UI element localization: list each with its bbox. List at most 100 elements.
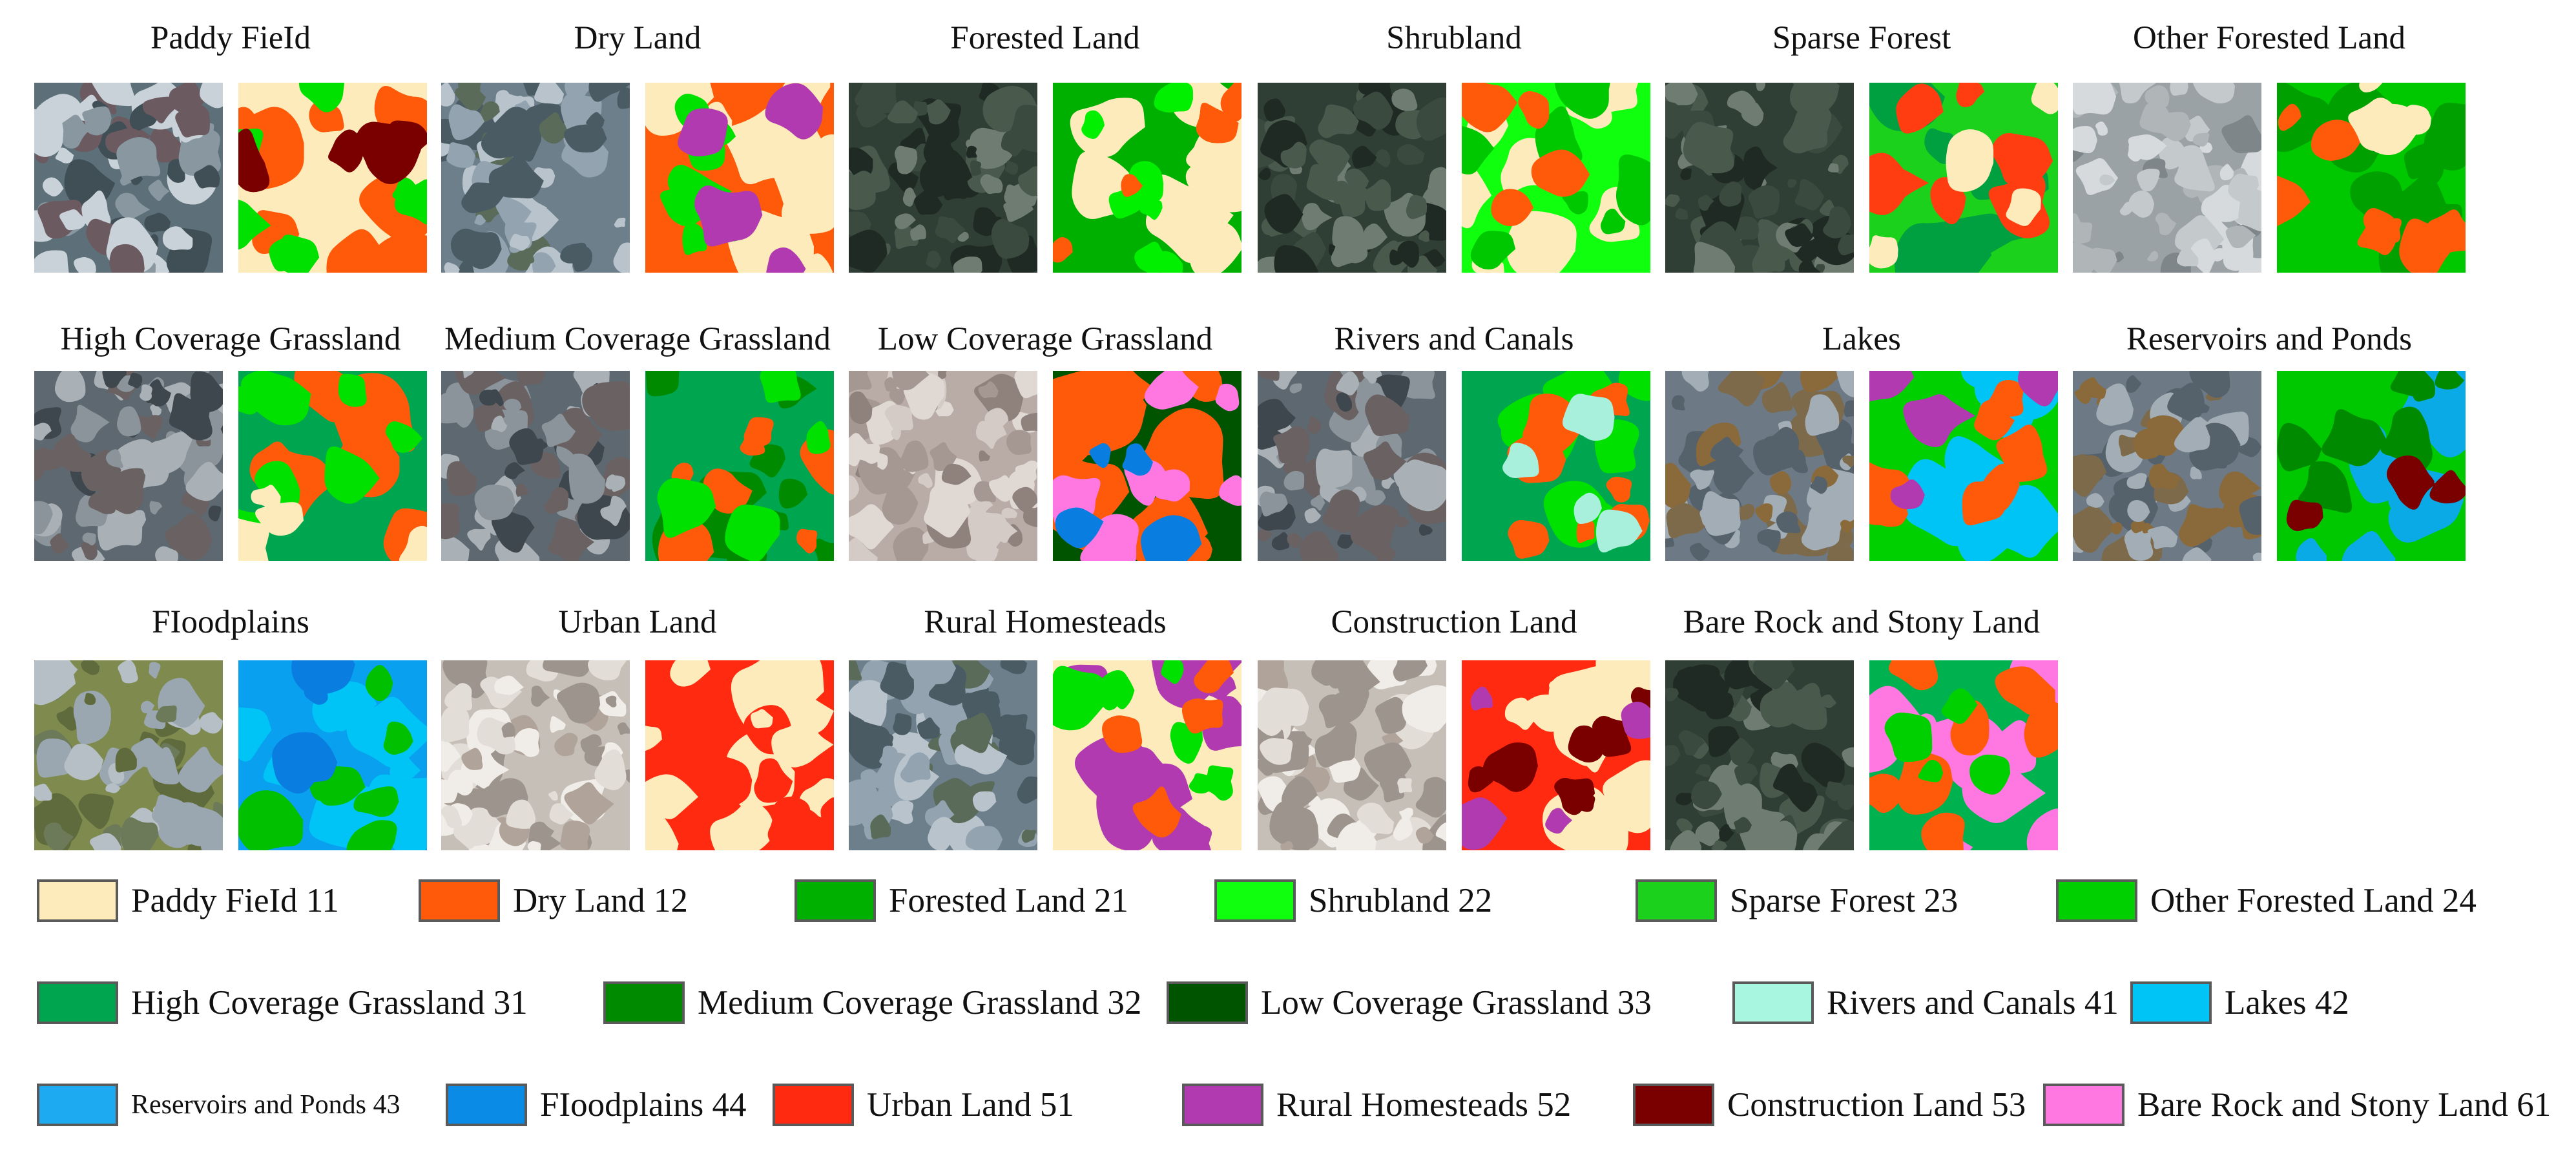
terrain-patch bbox=[1734, 216, 1760, 240]
terrain-patch bbox=[1755, 503, 1773, 523]
satellite-image bbox=[441, 83, 630, 273]
land-cover-region bbox=[1869, 163, 1929, 211]
terrain-patch bbox=[1365, 490, 1386, 506]
land-cover-region bbox=[1618, 371, 1650, 401]
terrain-patch bbox=[1274, 245, 1319, 273]
terrain-patch bbox=[2225, 225, 2256, 249]
land-cover-region bbox=[2277, 423, 2322, 472]
terrain-patch bbox=[938, 371, 947, 379]
land-cover-region bbox=[670, 660, 711, 687]
terrain-patch bbox=[1001, 507, 1018, 519]
label-map bbox=[238, 660, 427, 850]
terrain-patch bbox=[1756, 83, 1766, 91]
legend-item: High Coverage Grassland 31 bbox=[37, 980, 528, 1025]
terrain-patch bbox=[1415, 826, 1435, 844]
land-cover-region bbox=[1545, 808, 1573, 834]
land-cover-region bbox=[291, 660, 355, 695]
satellite-image bbox=[34, 83, 223, 273]
legend-swatch bbox=[37, 879, 118, 922]
land-cover-region bbox=[2363, 207, 2401, 244]
land-cover-region bbox=[346, 820, 397, 850]
terrain-patch bbox=[889, 388, 906, 405]
land-cover-region bbox=[1869, 371, 1915, 402]
terrain-patch bbox=[570, 246, 592, 272]
terrain-patch bbox=[70, 404, 110, 443]
terrain-patch bbox=[1719, 181, 1742, 207]
sample-title: Rural Homesteads bbox=[924, 604, 1167, 640]
terrain-patch bbox=[1736, 503, 1755, 520]
terrain-patch bbox=[510, 233, 531, 251]
satellite-image bbox=[1665, 371, 1854, 561]
label-map bbox=[2277, 371, 2466, 561]
terrain-patch bbox=[1810, 476, 1828, 494]
terrain-patch bbox=[548, 791, 558, 801]
terrain-patch bbox=[1727, 90, 1756, 114]
terrain-patch bbox=[1014, 371, 1037, 399]
terrain-patch bbox=[1264, 194, 1304, 234]
terrain-patch bbox=[1711, 840, 1728, 850]
legend-swatch bbox=[1633, 1084, 1714, 1126]
sample-title: Shrubland bbox=[1386, 20, 1522, 56]
satellite-image bbox=[1665, 660, 1854, 850]
terrain-patch bbox=[580, 734, 602, 753]
terrain-patch bbox=[74, 257, 96, 273]
land-cover-region bbox=[1615, 154, 1650, 225]
legend-item: Construction Land 53 bbox=[1633, 1082, 2026, 1127]
legend-swatch bbox=[2056, 879, 2137, 922]
land-cover-region bbox=[1606, 476, 1632, 503]
land-cover-region bbox=[1099, 670, 1135, 709]
terrain-patch bbox=[1794, 179, 1825, 211]
legend-swatch bbox=[2130, 981, 2212, 1024]
legend-label: Construction Land 53 bbox=[1727, 1085, 2026, 1124]
terrain-patch bbox=[1665, 745, 1681, 766]
land-cover-region bbox=[771, 718, 834, 768]
terrain-patch bbox=[90, 833, 121, 850]
label-map bbox=[645, 83, 834, 273]
legend-item: Paddy FieId 11 bbox=[37, 878, 339, 923]
land-cover-region bbox=[1921, 812, 1965, 850]
land-cover-region bbox=[710, 801, 776, 850]
terrain-patch bbox=[849, 475, 860, 501]
terrain-patch bbox=[2139, 102, 2174, 134]
terrain-patch bbox=[2252, 552, 2261, 561]
terrain-patch bbox=[1391, 89, 1418, 111]
terrain-patch bbox=[980, 174, 1003, 194]
label-map bbox=[645, 660, 834, 850]
terrain-patch bbox=[1787, 780, 1818, 812]
land-cover-region bbox=[645, 726, 662, 751]
terrain-patch bbox=[955, 713, 993, 753]
label-map bbox=[1462, 660, 1650, 850]
terrain-patch bbox=[979, 450, 990, 462]
land-cover-region bbox=[1462, 797, 1508, 850]
land-cover-region bbox=[1201, 765, 1234, 801]
land-cover-region bbox=[1053, 666, 1113, 731]
legend-label: Low Coverage Grassland 33 bbox=[1261, 983, 1652, 1022]
terrain-patch bbox=[510, 728, 539, 757]
legend-swatch bbox=[37, 981, 118, 1024]
sample-title: Other Forested Land bbox=[2132, 20, 2406, 56]
satellite-image bbox=[1258, 660, 1446, 850]
terrain-patch bbox=[1021, 412, 1037, 432]
terrain-patch bbox=[2219, 163, 2234, 180]
label-map bbox=[1869, 83, 2058, 273]
terrain-patch bbox=[981, 257, 998, 270]
terrain-patch bbox=[151, 794, 194, 832]
terrain-patch bbox=[1734, 817, 1752, 834]
terrain-patch bbox=[1350, 504, 1399, 559]
terrain-patch bbox=[1302, 203, 1333, 231]
terrain-patch bbox=[1718, 371, 1765, 406]
land-cover-region bbox=[2380, 406, 2433, 474]
legend-item: Sparse Forest 23 bbox=[1636, 878, 1958, 923]
terrain-patch bbox=[935, 216, 959, 238]
terrain-patch bbox=[2133, 428, 2161, 459]
terrain-patch bbox=[1017, 776, 1037, 804]
terrain-patch bbox=[442, 660, 488, 698]
terrain-patch bbox=[53, 434, 92, 472]
terrain-patch bbox=[1397, 778, 1413, 793]
satellite-image bbox=[1258, 83, 1446, 273]
terrain-patch bbox=[519, 247, 535, 264]
terrain-patch bbox=[1315, 448, 1353, 489]
legend-label: Sparse Forest 23 bbox=[1730, 881, 1958, 919]
terrain-patch bbox=[1412, 373, 1433, 393]
terrain-patch bbox=[199, 712, 223, 734]
